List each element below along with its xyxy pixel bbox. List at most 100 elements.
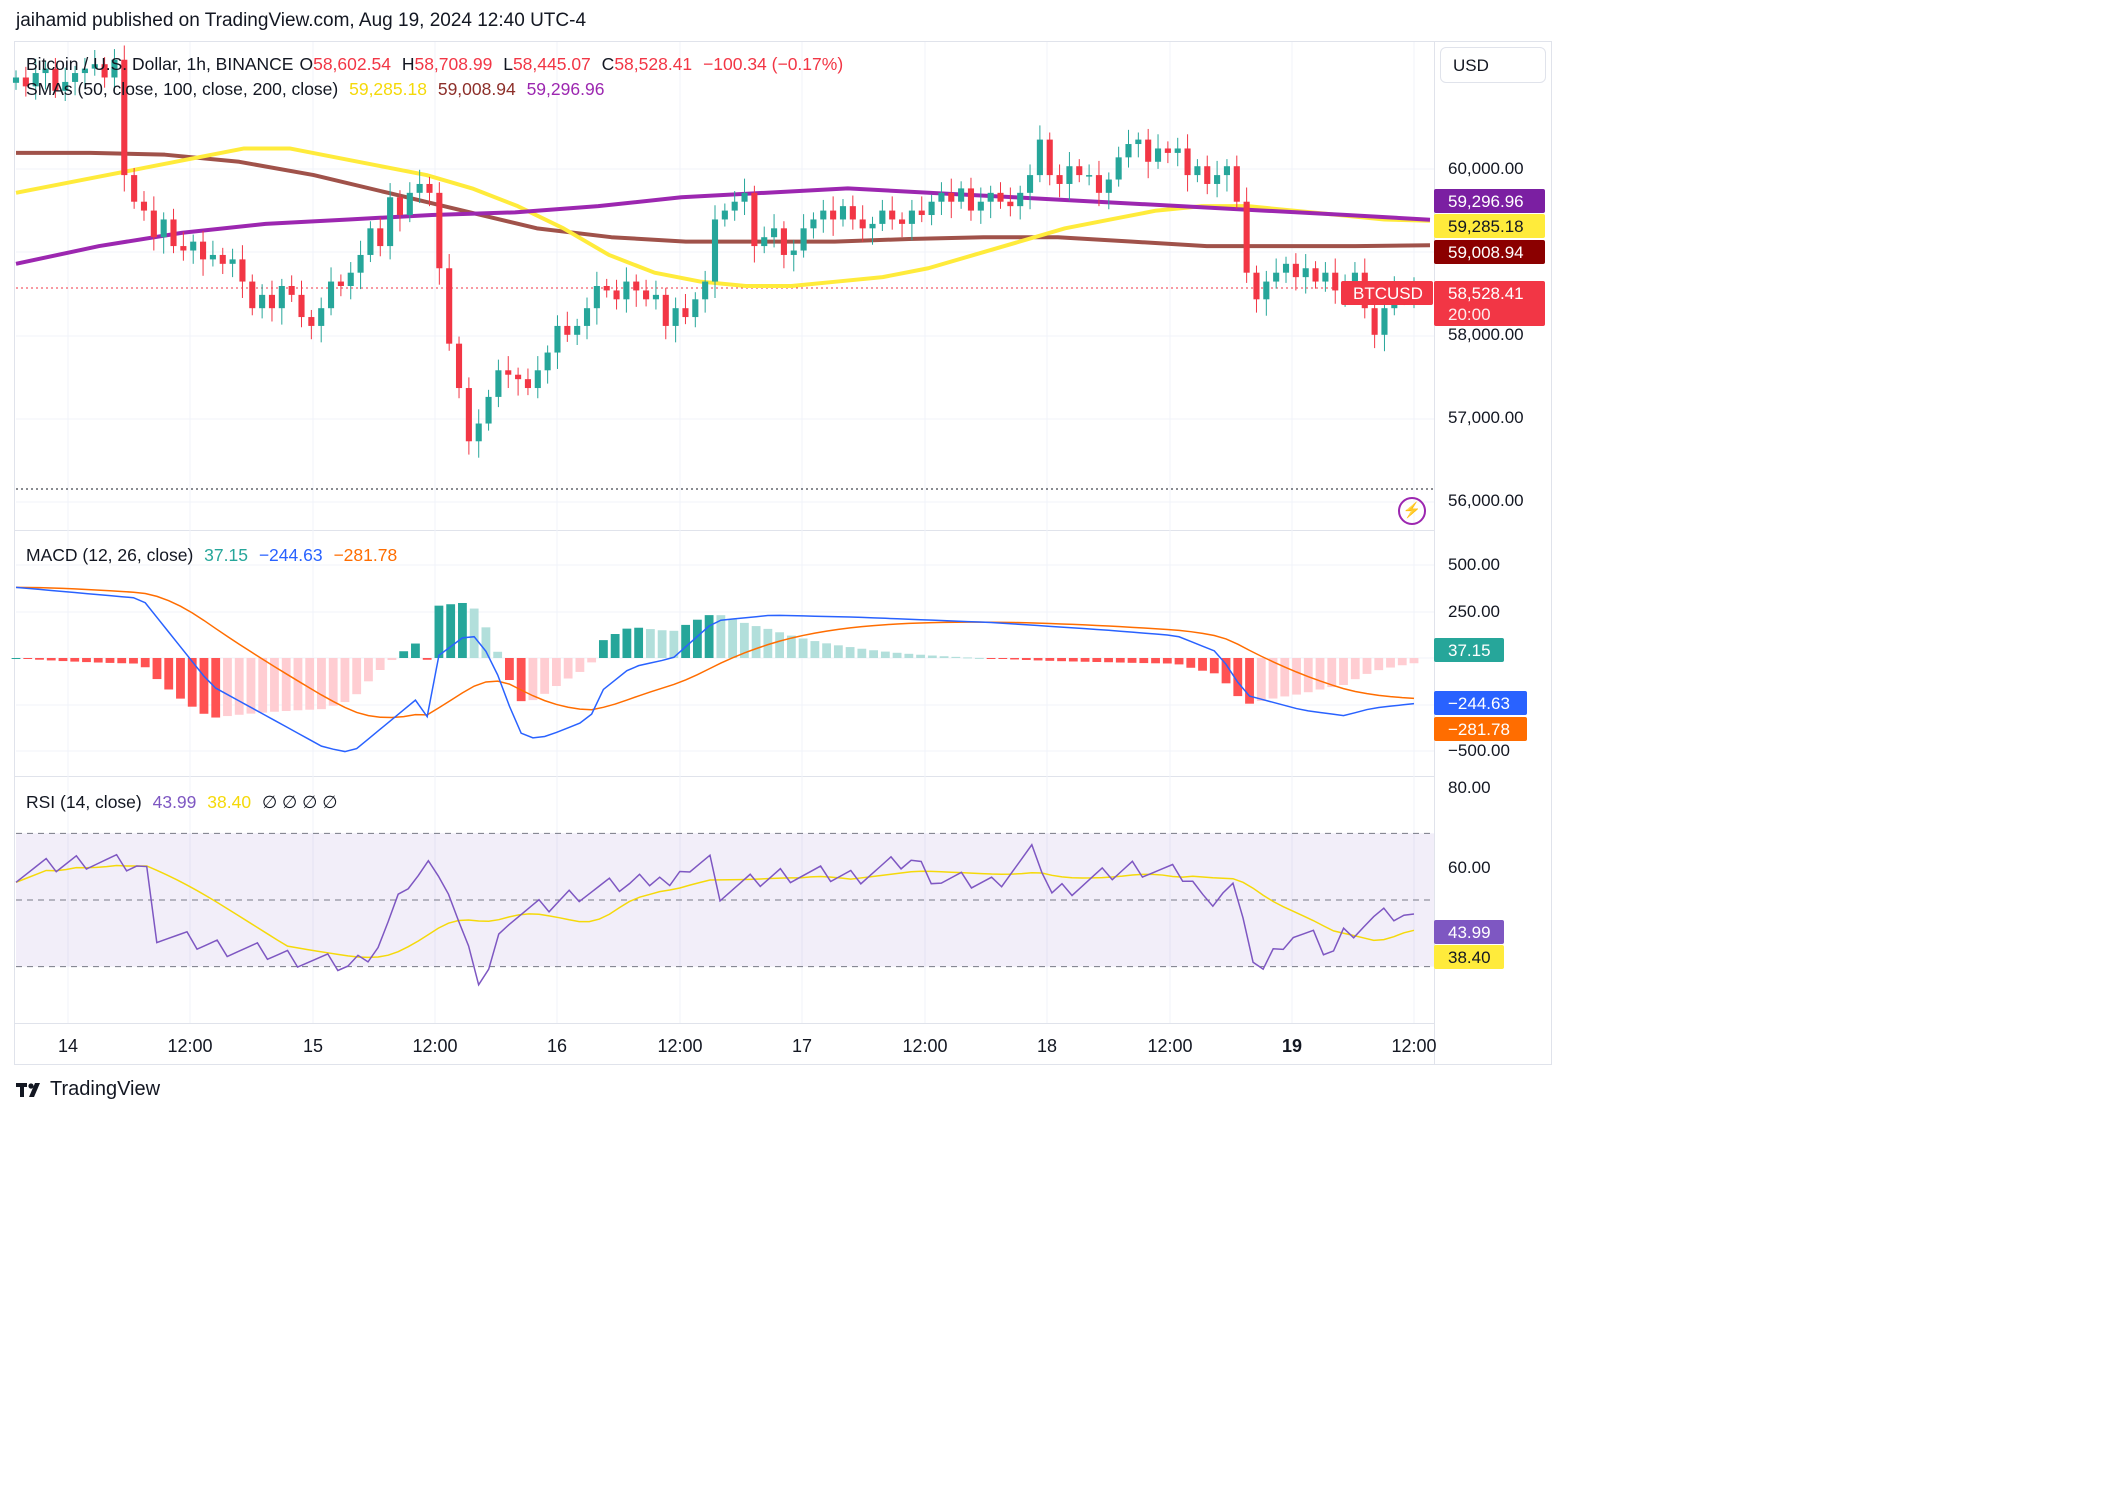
candle-body bbox=[534, 370, 541, 389]
lightning-icon[interactable]: ⚡ bbox=[1398, 497, 1426, 525]
macd-histogram-bar bbox=[105, 658, 115, 663]
macd-histogram-bar bbox=[129, 658, 138, 664]
macd-histogram-bar bbox=[587, 658, 597, 663]
macd-histogram-bar bbox=[610, 634, 620, 658]
macd-tick: 250.00 bbox=[1448, 602, 1500, 621]
candle-body bbox=[200, 241, 207, 260]
last-price-value: 58,528.41 bbox=[1448, 284, 1524, 303]
time-tick: 16 bbox=[546, 1036, 568, 1056]
time-tick: 12:00 bbox=[167, 1036, 213, 1056]
candle-body bbox=[416, 183, 423, 193]
sma100-tag: 59,008.94 bbox=[1434, 240, 1545, 264]
macd-histogram-bar bbox=[46, 658, 56, 661]
rsi-tick: 60.00 bbox=[1448, 858, 1491, 877]
time-tick: 17 bbox=[791, 1036, 813, 1056]
macd-histogram-bar bbox=[1303, 658, 1313, 693]
brand-footer[interactable]: TradingView bbox=[16, 1078, 160, 1101]
rsi-tag: 43.99 bbox=[1434, 920, 1504, 944]
macd-tick: −500.00 bbox=[1448, 741, 1510, 760]
candle-body bbox=[633, 281, 640, 291]
macd-histogram-bar bbox=[657, 630, 667, 658]
macd-histogram-bar bbox=[140, 658, 150, 668]
candle-body bbox=[219, 254, 226, 264]
macd-histogram-bar bbox=[528, 658, 538, 701]
sma200-value: 59,296.96 bbox=[526, 79, 605, 99]
chart-canvas[interactable] bbox=[0, 0, 1568, 1117]
axis-separator bbox=[1434, 41, 1435, 1065]
candle-body bbox=[879, 210, 886, 224]
sma50-value: 59,285.18 bbox=[349, 79, 427, 99]
time-tick: 19 bbox=[1281, 1036, 1303, 1056]
candle-body bbox=[1322, 272, 1329, 282]
macd-histogram-bar bbox=[1021, 658, 1031, 660]
candle-body bbox=[1332, 272, 1339, 291]
macd-histogram-bar bbox=[446, 604, 456, 658]
candle-body bbox=[377, 228, 384, 247]
macd-histogram-bar bbox=[857, 648, 867, 658]
candle-body bbox=[1223, 166, 1230, 176]
candle-body bbox=[367, 228, 374, 255]
macd-histogram-bar bbox=[551, 658, 561, 687]
candle-body bbox=[1115, 157, 1122, 180]
macd-signal-tag: −281.78 bbox=[1434, 717, 1527, 741]
candle-body bbox=[1164, 148, 1171, 153]
macd-histogram-bar bbox=[82, 658, 91, 663]
candle-body bbox=[357, 254, 364, 273]
candle-body bbox=[613, 290, 620, 300]
macd-histogram-bar bbox=[152, 658, 162, 680]
macd-histogram-bar bbox=[281, 658, 291, 711]
candle-body bbox=[170, 219, 177, 247]
chart-frame bbox=[14, 41, 1552, 1065]
candle-body bbox=[209, 254, 216, 260]
rsi-value: 43.99 bbox=[152, 792, 197, 812]
candle-body bbox=[593, 286, 600, 309]
candle-body bbox=[485, 396, 492, 424]
macd-histogram-bar bbox=[1198, 658, 1207, 671]
candle-body bbox=[101, 64, 108, 78]
pane-separator-macd bbox=[14, 776, 1434, 777]
sma100-value: 59,008.94 bbox=[437, 79, 516, 99]
macd-histogram-bar bbox=[1010, 658, 1019, 660]
macd-histogram-bar bbox=[1104, 658, 1113, 663]
candle-body bbox=[1105, 179, 1112, 193]
candle-body bbox=[1253, 272, 1260, 300]
macd-histogram-bar bbox=[869, 650, 879, 658]
candle-body bbox=[62, 81, 69, 91]
candle-body bbox=[652, 294, 659, 300]
macd-histogram-bar bbox=[387, 658, 397, 661]
candle-body bbox=[91, 64, 98, 69]
open-value: 58,602.54 bbox=[313, 54, 391, 74]
candle-body bbox=[1145, 139, 1152, 162]
candle-body bbox=[387, 197, 394, 247]
candle-body bbox=[1194, 166, 1201, 176]
macd-histogram-bar bbox=[692, 619, 702, 658]
macd-histogram-bar bbox=[258, 658, 268, 713]
macd-histogram-bar bbox=[1045, 658, 1055, 661]
candle-body bbox=[1351, 272, 1358, 282]
candle-body bbox=[475, 423, 482, 442]
pane-separator-rsi bbox=[14, 1023, 1434, 1024]
candle-body bbox=[938, 192, 945, 202]
macd-histogram-bar bbox=[1350, 658, 1360, 680]
macd-histogram-bar bbox=[1292, 658, 1301, 695]
candle-body bbox=[42, 68, 49, 74]
candle-body bbox=[455, 343, 463, 389]
macd-histogram-bar bbox=[763, 628, 773, 658]
candle-body bbox=[150, 210, 157, 238]
macd-histogram-bar bbox=[751, 626, 761, 658]
macd-histogram-bar bbox=[634, 627, 644, 658]
candle-body bbox=[721, 210, 728, 220]
macd-histogram-bar bbox=[1245, 658, 1254, 704]
macd-histogram-bar bbox=[786, 635, 796, 658]
candle-body bbox=[396, 197, 404, 216]
macd-histogram-bar bbox=[974, 657, 984, 659]
candle-body bbox=[731, 201, 738, 211]
currency-selector[interactable]: USD bbox=[1440, 47, 1546, 83]
macd-histogram-bar bbox=[176, 658, 185, 699]
macd-histogram-bar bbox=[1374, 658, 1384, 671]
publisher-line: jaihamid published on TradingView.com, A… bbox=[16, 10, 587, 31]
macd-histogram-bar bbox=[1080, 658, 1090, 662]
candle-body bbox=[1371, 308, 1378, 335]
macd-histogram-bar bbox=[998, 658, 1008, 659]
candle-body bbox=[1026, 175, 1034, 193]
